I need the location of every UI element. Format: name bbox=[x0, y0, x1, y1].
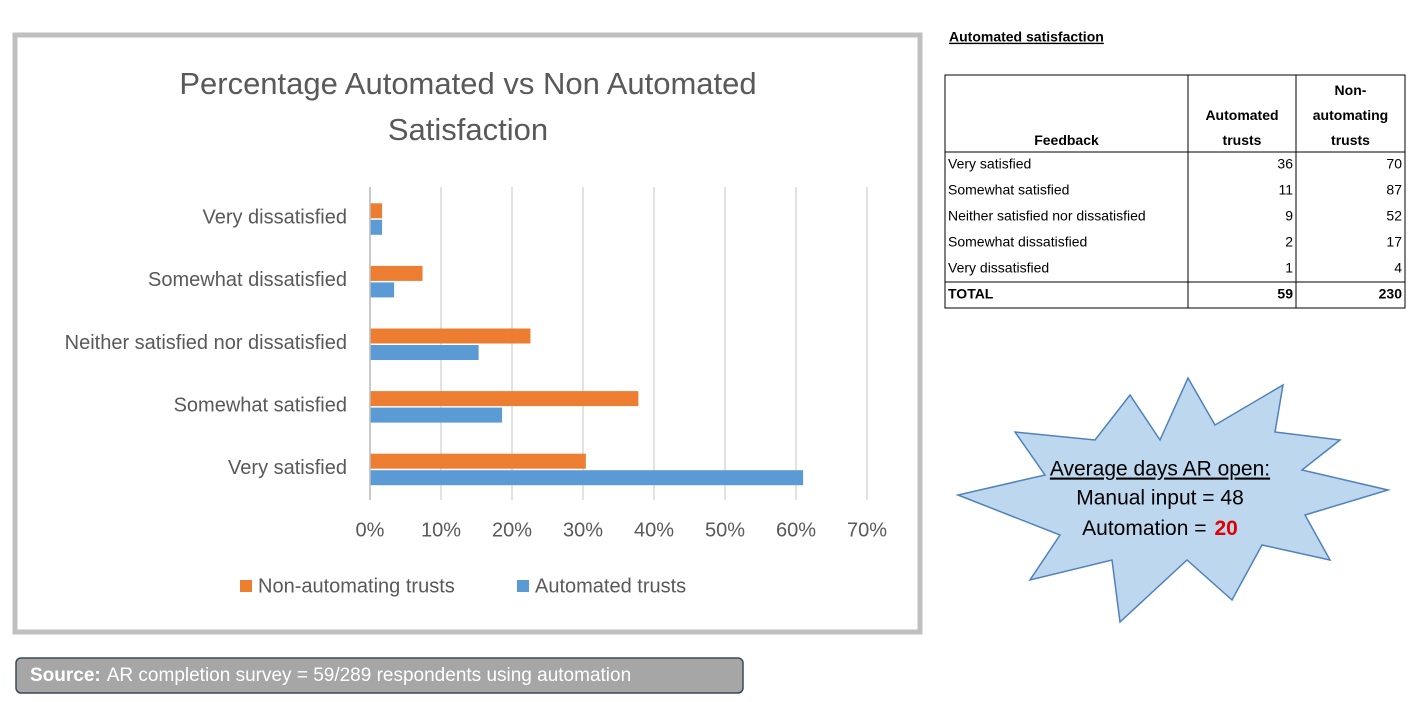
table-cell: 1 bbox=[1285, 260, 1293, 276]
legend-label: Automated trusts bbox=[535, 575, 686, 597]
table-cell: 70 bbox=[1386, 156, 1402, 172]
table-border bbox=[944, 74, 1406, 309]
table-cell: 230 bbox=[1379, 286, 1403, 302]
table-cell: 36 bbox=[1277, 156, 1293, 172]
chart-title: Satisfaction bbox=[388, 112, 548, 147]
x-tick-label: 30% bbox=[563, 519, 603, 541]
table-cell: 87 bbox=[1386, 182, 1402, 198]
source-box bbox=[15, 657, 744, 694]
table-cell: 11 bbox=[1278, 182, 1293, 198]
bar bbox=[370, 345, 479, 360]
table-cell: Neither satisfied nor dissatisfied bbox=[948, 208, 1146, 224]
source-body: AR completion survey = 59/289 respondent… bbox=[107, 665, 631, 686]
bar bbox=[370, 203, 383, 219]
x-tick-label: 40% bbox=[634, 519, 674, 541]
table-cell: 4 bbox=[1394, 260, 1402, 276]
bar bbox=[370, 282, 395, 298]
chart-title: Percentage Automated vs Non Automated bbox=[179, 66, 756, 101]
bar bbox=[370, 407, 503, 423]
legend-swatch bbox=[517, 580, 529, 592]
x-tick-label: 10% bbox=[421, 519, 461, 541]
source-label: Source: bbox=[30, 665, 101, 686]
x-tick-label: 70% bbox=[847, 519, 887, 541]
table-header: Feedback bbox=[1034, 132, 1099, 148]
bar bbox=[370, 391, 639, 407]
table-header: Automated trusts bbox=[1205, 107, 1278, 148]
y-tick-label: Somewhat dissatisfied bbox=[148, 269, 347, 291]
table-title: Automated satisfaction bbox=[949, 29, 1104, 45]
table-header: Non-automating trusts bbox=[1313, 82, 1388, 148]
source-text: Source: AR completion survey = 59/289 res… bbox=[30, 665, 631, 686]
x-tick-label: 60% bbox=[776, 519, 816, 541]
table-cell: 9 bbox=[1285, 208, 1293, 224]
callout-line: Manual input = 48 bbox=[1076, 487, 1244, 510]
y-tick-label: Very dissatisfied bbox=[202, 207, 347, 229]
callout-line: Automation = 20 bbox=[1082, 517, 1238, 540]
bar bbox=[370, 265, 423, 281]
legend-swatch bbox=[240, 580, 252, 592]
table-cell: 2 bbox=[1285, 234, 1293, 250]
table-cell: 17 bbox=[1386, 234, 1402, 250]
table-cell: Very satisfied bbox=[948, 156, 1031, 172]
chart: Percentage Automated vs Non Automated Sat… bbox=[65, 66, 888, 597]
table-cell: 52 bbox=[1386, 208, 1402, 224]
bar bbox=[370, 328, 531, 344]
table-cell: Somewhat satisfied bbox=[948, 182, 1069, 198]
table: Automated satisfaction Feedback Automated t… bbox=[944, 29, 1406, 309]
table-cell: TOTAL bbox=[948, 286, 994, 302]
table-cell: 59 bbox=[1277, 286, 1293, 302]
bar bbox=[370, 470, 804, 486]
x-tick-label: 50% bbox=[705, 519, 745, 541]
y-tick-label: Neither satisfied nor dissatisfied bbox=[65, 332, 347, 354]
bar bbox=[370, 219, 383, 235]
y-tick-label: Somewhat satisfied bbox=[174, 394, 347, 416]
table-cell: Somewhat dissatisfied bbox=[948, 234, 1087, 250]
callout-text: Automation = bbox=[1082, 517, 1206, 540]
callout-heading: Average days AR open: bbox=[1050, 458, 1270, 481]
starburst bbox=[955, 376, 1391, 624]
x-tick-label: 20% bbox=[492, 519, 532, 541]
x-tick-label: 0% bbox=[356, 519, 385, 541]
bar bbox=[370, 453, 586, 469]
table-cell: Very dissatisfied bbox=[948, 260, 1049, 276]
y-tick-label: Very satisfied bbox=[228, 457, 347, 479]
legend-label: Non-automating trusts bbox=[258, 575, 455, 597]
callout-highlight: 20 bbox=[1214, 517, 1237, 540]
